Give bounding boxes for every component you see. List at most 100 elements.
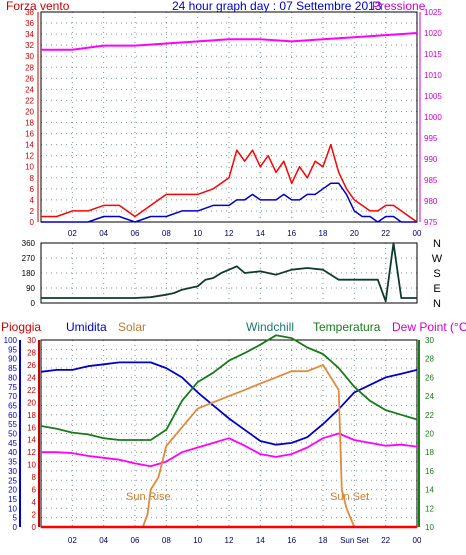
- humidity-y-tick-label: 55: [8, 420, 17, 429]
- humidity-y-tick-label: 100: [4, 336, 18, 345]
- humidity-y-tick-label: 40: [8, 448, 17, 457]
- wind-y-tick-label: 24: [25, 85, 34, 94]
- humidity-y-tick-label: 90: [8, 355, 17, 364]
- pressure-y-tick-label: 995: [424, 134, 438, 143]
- temp-x-tick-label: 22: [381, 536, 390, 545]
- wind-y-tick-label: 30: [25, 52, 34, 61]
- wind-y-tick-label: 28: [25, 63, 34, 72]
- series-temperature-line: [40, 334, 418, 441]
- series-direction-line: [41, 242, 417, 303]
- humidity-y-tick-label: 50: [8, 430, 17, 439]
- temp-x-tick-label: 04: [99, 536, 108, 545]
- rain-y-tick-label: 0: [32, 523, 37, 532]
- wind-y-tick-label: 38: [25, 8, 34, 17]
- wind-y-tick-label: 10: [25, 163, 34, 172]
- humidity-y-tick-label: 65: [8, 401, 17, 410]
- sunrise-annotation: Sun Rise: [126, 491, 171, 503]
- wind-speed-label: Forza vento: [6, 0, 70, 13]
- rain-y-tick-label: 6: [32, 486, 37, 495]
- wind-y-tick-label: 0: [30, 218, 35, 227]
- humidity-y-tick-label: 70: [8, 392, 17, 401]
- temp-y-tick-label: 30: [425, 336, 434, 345]
- temp-y-tick-label: 20: [425, 430, 434, 439]
- pressure-y-tick-label: 1015: [424, 50, 442, 59]
- direction-y-tick-label: 270: [22, 254, 36, 263]
- temp-y-tick-label: 16: [425, 467, 434, 476]
- temp-y-tick-label: 12: [425, 504, 434, 513]
- humidity-y-tick-label: 60: [8, 411, 17, 420]
- pressure-y-tick-label: 990: [424, 155, 438, 164]
- rain-y-tick-label: 28: [27, 348, 36, 357]
- wind-y-tick-label: 6: [30, 185, 35, 194]
- direction-panel-frame: [40, 242, 418, 304]
- wind-x-tick-label: 10: [193, 229, 202, 238]
- humidity-y-tick-label: 45: [8, 439, 17, 448]
- rain-y-tick-label: 4: [32, 498, 37, 507]
- rain-y-tick-label: 26: [27, 361, 36, 370]
- pressure-y-tick-label: 1010: [424, 71, 442, 80]
- wind-x-tick-label: 18: [319, 229, 328, 238]
- rain-y-tick-label: 18: [27, 411, 36, 420]
- temp-y-tick-label: 28: [425, 355, 434, 364]
- wind-y-tick-label: 4: [30, 196, 35, 205]
- temp-x-tick-label: 18: [319, 536, 328, 545]
- temp-x-tick-label: 02: [68, 536, 77, 545]
- temp-x-tick-label: Sun Set: [340, 536, 369, 545]
- direction-y-tick-label: 180: [22, 269, 36, 278]
- wind-x-tick-label: 00: [413, 229, 422, 238]
- humidity-label: Umidita: [66, 320, 107, 334]
- pressure-y-tick-label: 1020: [424, 29, 442, 38]
- series-avg-line: [41, 182, 417, 223]
- humidity-y-tick-label: 25: [8, 476, 17, 485]
- temp-x-tick-label: 16: [287, 536, 296, 545]
- wind-x-tick-label: 06: [131, 229, 140, 238]
- temp-x-tick-label: 10: [193, 536, 202, 545]
- temp-x-tick-label: 06: [131, 536, 140, 545]
- series-humidity-line: [40, 361, 418, 446]
- temp-x-tick-label: 12: [225, 536, 234, 545]
- pressure-y-tick-label: 1000: [424, 113, 442, 122]
- direction-y-tick-label: 90: [26, 284, 35, 293]
- series-pressure-line: [41, 32, 418, 51]
- temp-y-tick-label: 10: [425, 523, 434, 532]
- pressure-label: Pressione: [372, 0, 426, 13]
- humidity-y-tick-label: 95: [8, 345, 17, 354]
- pressure-y-tick-label: 1005: [424, 92, 442, 101]
- wind-y-tick-label: 32: [25, 41, 34, 50]
- temp-y-tick-label: 18: [425, 448, 434, 457]
- series-solar-line: [41, 364, 417, 528]
- compass-label: S: [433, 268, 440, 280]
- sunset-annotation: Sun Set: [330, 491, 369, 503]
- wind-panel-frame: [40, 11, 418, 223]
- wind-y-tick-label: 20: [25, 107, 34, 116]
- rain-y-tick-label: 20: [27, 398, 36, 407]
- windchill-label: Windchill: [246, 320, 294, 334]
- wind-y-tick-label: 22: [25, 96, 34, 105]
- wind-y-tick-label: 2: [30, 207, 35, 216]
- wind-x-tick-label: 14: [256, 229, 265, 238]
- rain-y-tick-label: 30: [27, 336, 36, 345]
- temp-x-tick-label: 14: [256, 536, 265, 545]
- humidity-y-tick-label: 10: [8, 504, 17, 513]
- rain-y-tick-label: 22: [27, 386, 36, 395]
- compass-label: W: [432, 253, 443, 265]
- humidity-y-tick-label: 30: [8, 467, 17, 476]
- dewpoint-label: Dew Point (°C): [392, 320, 466, 334]
- rain-y-tick-label: 2: [32, 511, 37, 520]
- wind-x-tick-label: 08: [162, 229, 171, 238]
- wind-y-tick-label: 36: [25, 19, 34, 28]
- rain-y-tick-label: 14: [27, 436, 36, 445]
- temperature-label: Temperatura: [313, 320, 381, 334]
- graph-title: 24 hour graph day : 07 Settembre 2013: [172, 0, 382, 13]
- humidity-y-tick-label: 20: [8, 486, 17, 495]
- rain-y-tick-label: 10: [27, 461, 36, 470]
- wind-y-tick-label: 26: [25, 74, 34, 83]
- rain-y-tick-label: 24: [27, 373, 36, 382]
- pressure-y-tick-label: 1025: [424, 8, 442, 17]
- compass-label: N: [433, 298, 441, 310]
- series-gust-line: [41, 143, 418, 223]
- wind-x-tick-label: 02: [68, 229, 77, 238]
- humidity-y-tick-label: 0: [13, 523, 18, 532]
- direction-y-tick-label: 360: [22, 239, 36, 248]
